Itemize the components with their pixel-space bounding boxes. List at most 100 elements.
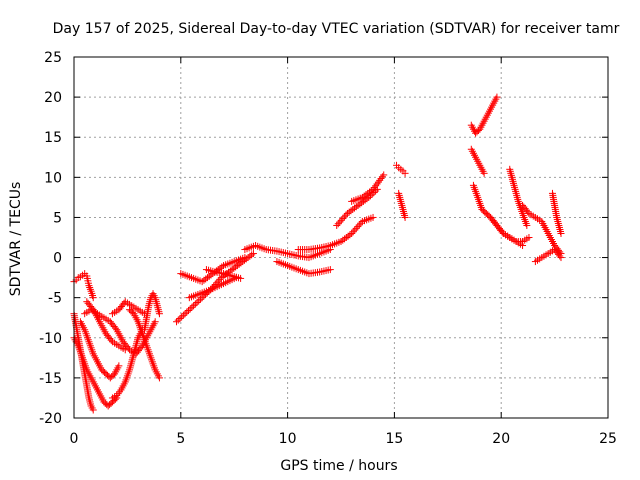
point-track-k xyxy=(174,316,182,324)
point-track-s xyxy=(364,189,372,197)
point-track-e xyxy=(111,324,119,332)
point-track-t xyxy=(401,169,409,177)
point-track-m xyxy=(237,259,245,267)
point-track-s xyxy=(377,175,385,183)
y-tick-label: 15 xyxy=(44,130,62,146)
point-track-q xyxy=(339,236,347,244)
point-track-s xyxy=(367,187,375,195)
point-track-s xyxy=(365,188,373,196)
plot-frame xyxy=(73,56,609,419)
point-track-r xyxy=(340,213,348,221)
x-tick-label: 10 xyxy=(279,431,297,447)
point-track-m xyxy=(244,254,252,262)
point-track-q xyxy=(349,228,357,236)
point-track-m xyxy=(246,252,254,260)
point-track-k xyxy=(176,315,184,323)
x-axis-label: GPS time / hours xyxy=(280,458,397,474)
point-track-s xyxy=(380,171,388,179)
point-track-r xyxy=(347,207,355,215)
point-track-k xyxy=(191,300,199,308)
point-track-l xyxy=(202,275,210,283)
point-track-q xyxy=(337,238,345,246)
point-track-m xyxy=(211,280,219,288)
point-track-s xyxy=(378,173,386,181)
point-track-m xyxy=(248,251,256,259)
point-track-z xyxy=(523,221,531,229)
point-track-f xyxy=(88,304,96,312)
point-track-w xyxy=(480,169,488,177)
point-track-s xyxy=(358,193,366,201)
point-track-b xyxy=(89,406,97,414)
point-track-q xyxy=(344,232,352,240)
point-track-l xyxy=(216,264,224,272)
point-track-q xyxy=(357,219,365,227)
point-track-k xyxy=(186,305,194,313)
point-track-s xyxy=(370,184,378,192)
point-track-p xyxy=(326,266,334,274)
point-track-r xyxy=(349,205,357,213)
point-track-r xyxy=(351,204,359,212)
y-tick-label: 5 xyxy=(53,210,62,226)
point-track-r xyxy=(343,209,351,217)
x-tick-label: 5 xyxy=(176,431,185,447)
point-track-j xyxy=(140,310,148,318)
point-track-u xyxy=(401,213,409,221)
point-track-q xyxy=(342,234,350,241)
point-track-m xyxy=(233,262,241,270)
point-track-r xyxy=(337,216,345,224)
point-track-k xyxy=(190,302,198,310)
point-track-a xyxy=(86,285,94,293)
point-track-m xyxy=(214,277,222,285)
y-axis-label: SDTVAR / TECUs xyxy=(8,182,24,297)
point-track-k xyxy=(193,298,201,306)
point-track-k xyxy=(183,308,191,316)
point-track-m xyxy=(249,250,257,258)
point-track-s xyxy=(362,191,370,199)
point-track-m xyxy=(235,260,243,268)
point-track-m xyxy=(232,263,240,271)
point-track-k xyxy=(184,307,192,315)
point-track-f xyxy=(121,346,129,354)
y-tick-label: 10 xyxy=(44,170,62,186)
y-tick-label: -20 xyxy=(39,411,62,427)
point-track-s xyxy=(373,180,381,188)
point-track-s xyxy=(376,176,384,184)
y-tick-label: 25 xyxy=(44,50,62,66)
y-tick-label: -15 xyxy=(39,371,62,387)
point-track-r xyxy=(352,203,360,211)
x-tick-label: 0 xyxy=(70,431,79,447)
point-track-m xyxy=(216,275,224,283)
point-track-q xyxy=(346,231,354,239)
point-track-k xyxy=(181,310,189,318)
point-track-r xyxy=(342,211,350,219)
x-tick-label: 15 xyxy=(385,431,403,447)
point-track-e xyxy=(151,318,159,326)
point-track-m xyxy=(210,282,218,290)
point-track-q xyxy=(369,213,377,221)
point-track-n xyxy=(237,274,245,282)
y-tick-label: -10 xyxy=(39,331,62,347)
y-tick-label: 0 xyxy=(53,251,62,267)
point-track-m xyxy=(213,279,221,287)
point-track-a xyxy=(89,294,97,302)
point-track-aa xyxy=(524,208,532,216)
point-track-k xyxy=(179,311,187,319)
point-track-l xyxy=(198,278,206,286)
data-points xyxy=(70,93,565,414)
x-tick-labels: 0 5 10 15 20 25 xyxy=(70,431,617,447)
point-track-y xyxy=(498,228,506,236)
point-track-l xyxy=(218,263,226,271)
point-track-i xyxy=(155,310,163,318)
y-tick-label: 20 xyxy=(44,90,62,106)
point-track-s xyxy=(360,192,368,200)
point-track-r xyxy=(334,220,342,228)
point-track-r xyxy=(333,221,341,229)
point-track-r xyxy=(339,215,347,223)
point-track-h xyxy=(155,374,163,382)
point-track-q xyxy=(348,229,356,237)
point-track-y xyxy=(525,234,533,241)
point-track-r xyxy=(356,200,364,208)
point-track-ac xyxy=(557,229,565,237)
x-tick-label: 25 xyxy=(599,431,617,447)
